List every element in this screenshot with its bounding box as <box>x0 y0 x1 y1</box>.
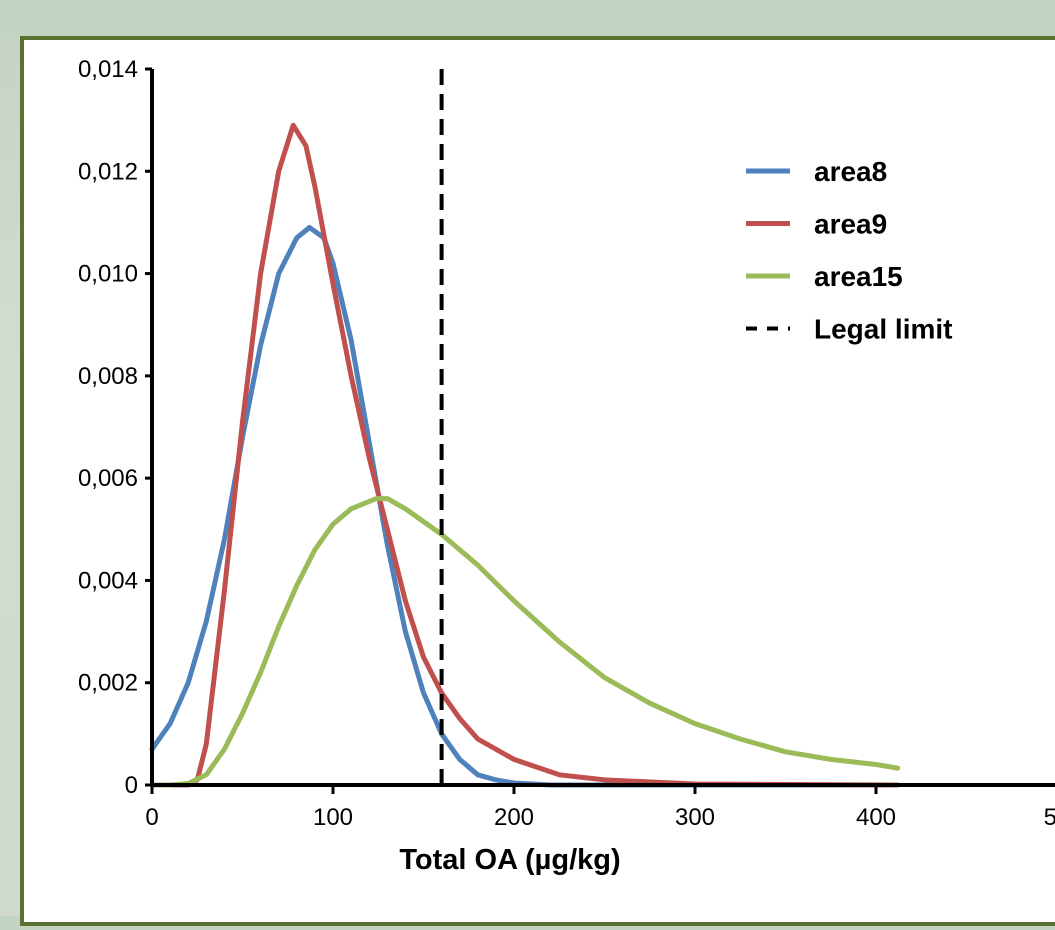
x-tick-label: 0 <box>145 804 158 831</box>
legend-label-area8: area8 <box>814 156 887 187</box>
y-tick-label: 0,002 <box>78 670 138 697</box>
x-tick-label: 400 <box>856 804 896 831</box>
series-line-area15 <box>149 496 901 788</box>
y-tick-label: 0 <box>125 772 138 799</box>
x-tick-label: 300 <box>675 804 715 831</box>
series-line-area9 <box>149 122 901 788</box>
legend-label-area15: area15 <box>814 261 903 292</box>
series-line-area8 <box>149 225 901 788</box>
y-tick-label: 0,008 <box>78 363 138 390</box>
chart-svg: 0 0,002 0,004 0,006 0,008 0,010 0,012 0,014 0 100… <box>78 56 1055 876</box>
ticks: 0 0,002 0,004 0,006 0,008 0,010 0,012 0,014 0 100… <box>78 56 1055 831</box>
y-tick-label: 0,014 <box>78 56 138 83</box>
y-tick-label: 0,012 <box>78 158 138 185</box>
x-tick-label: 50 <box>1044 804 1055 831</box>
y-tick-label: 0,004 <box>78 567 138 594</box>
x-tick-label: 100 <box>313 804 353 831</box>
y-tick-label: 0,010 <box>78 261 138 288</box>
legend-label-area9: area9 <box>814 209 887 240</box>
y-tick-label: 0,006 <box>78 465 138 492</box>
plot-lines <box>149 69 901 788</box>
chart-panel: 0 0,002 0,004 0,006 0,008 0,010 0,012 0,014 0 100… <box>20 36 1055 926</box>
x-tick-label: 200 <box>494 804 534 831</box>
legend: area8 area9 area15 Legal limit <box>746 156 952 345</box>
legend-label-legal-limit: Legal limit <box>814 314 952 345</box>
axes <box>150 69 1055 787</box>
x-axis-title: Total OA (µg/kg) <box>399 844 620 876</box>
